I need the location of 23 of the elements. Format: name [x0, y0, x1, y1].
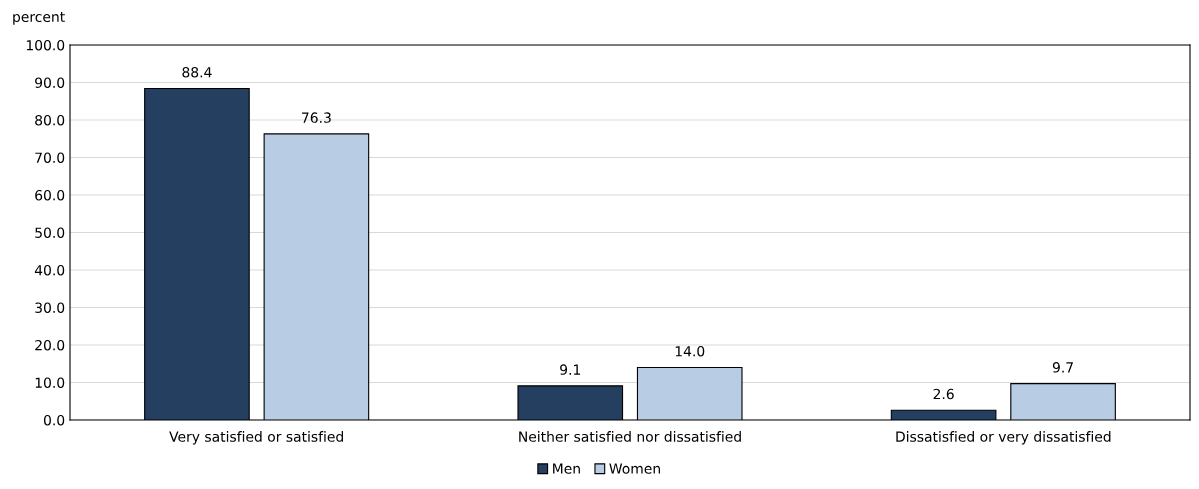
x-tick-label: Neither satisfied nor dissatisfied — [519, 431, 741, 442]
x-tick-label: Very satisfied or satisfied — [169, 431, 343, 445]
data-label: 14.0 — [675, 345, 705, 357]
data-label: 88.4 — [182, 66, 212, 78]
y-tick-label: 80.0 — [35, 114, 65, 126]
y-tick-label: 30.0 — [35, 302, 65, 313]
y-tick-label: 10.0 — [35, 377, 65, 388]
y-tick-label: 60.0 — [35, 189, 65, 201]
x-tick-label: Dissatisfied or very dissatisfied — [896, 431, 1111, 445]
data-label: 76.3 — [302, 112, 331, 123]
y-tick-label: 90.0 — [35, 77, 65, 88]
y-tick-label: 50.0 — [35, 227, 65, 238]
data-label: 9.1 — [560, 364, 581, 375]
y-tick-label: 20.0 — [35, 339, 65, 351]
legend-label: Men — [553, 463, 580, 474]
y-tick-label: 40.0 — [34, 264, 65, 276]
y-tick-label: 70.0 — [35, 152, 65, 163]
y-tick-label: 0.0 — [43, 414, 65, 426]
data-label: 9.7 — [1052, 362, 1073, 373]
legend-label: Women — [609, 463, 660, 474]
y-axis-title: percent — [13, 12, 65, 25]
data-label: 2.6 — [933, 388, 954, 400]
y-tick-label: 100.0 — [26, 39, 65, 51]
